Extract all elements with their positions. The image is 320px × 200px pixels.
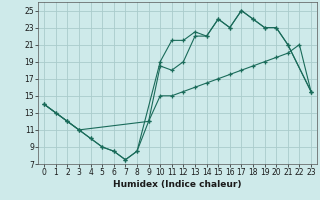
X-axis label: Humidex (Indice chaleur): Humidex (Indice chaleur) bbox=[113, 180, 242, 189]
